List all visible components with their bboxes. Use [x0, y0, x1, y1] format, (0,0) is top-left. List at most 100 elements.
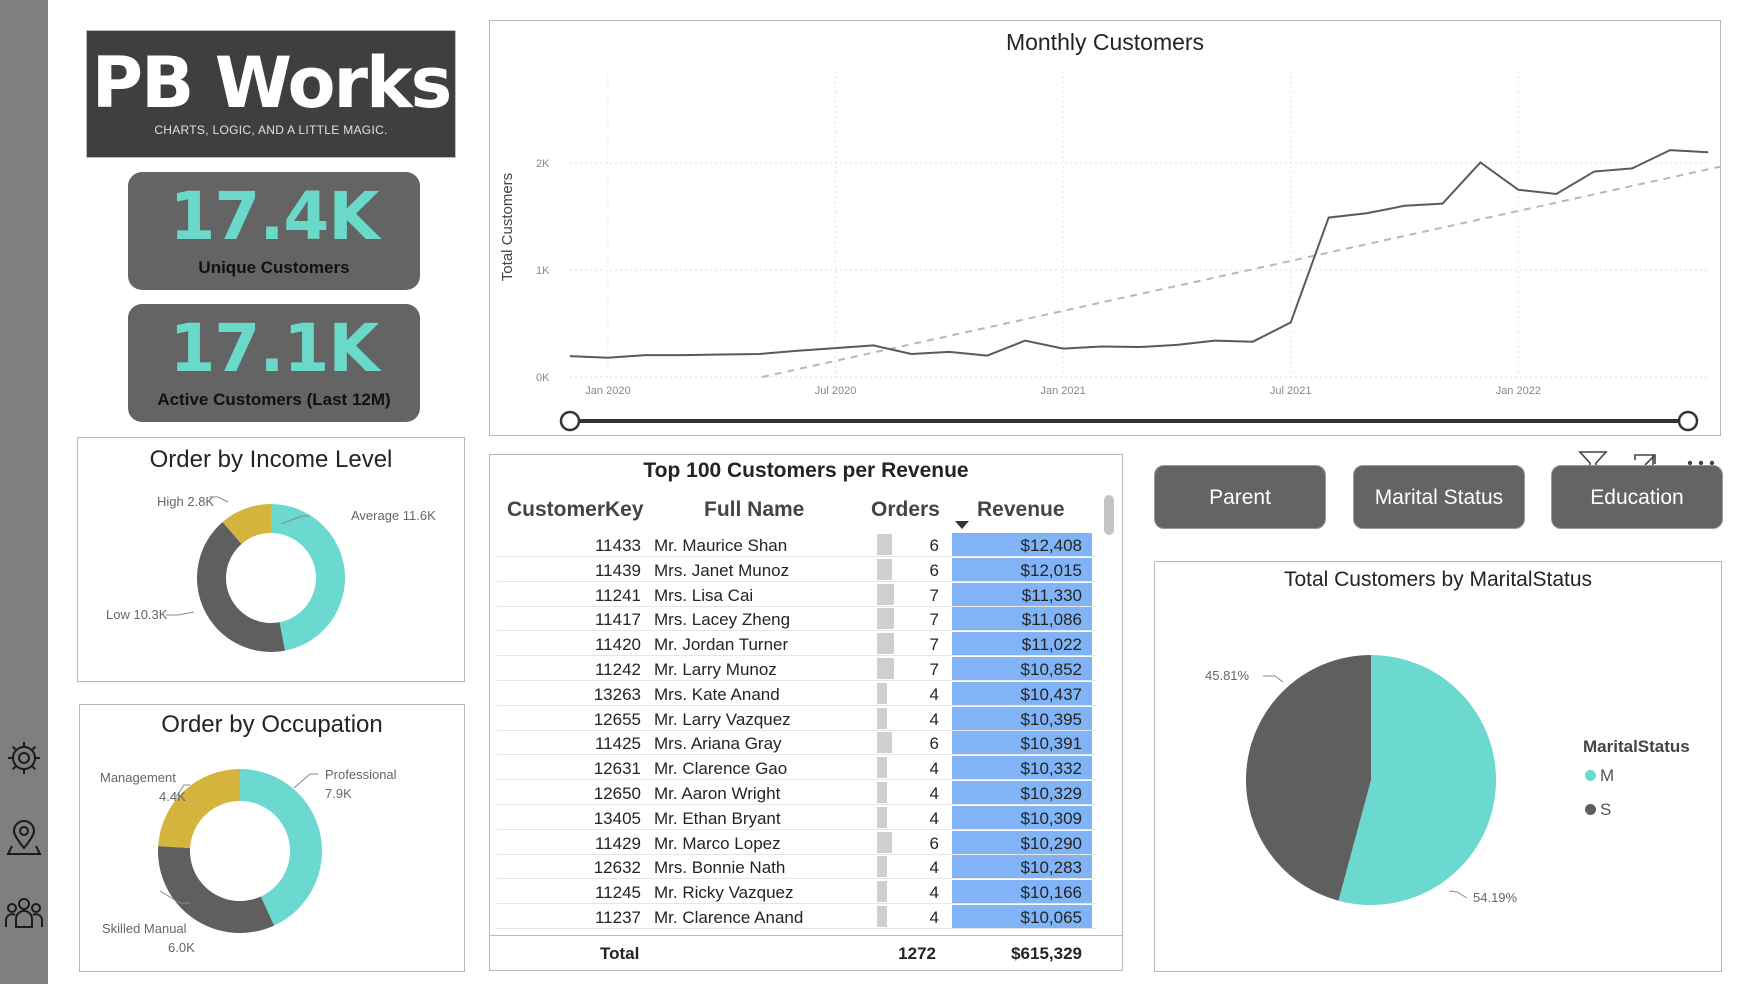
revenue-highlight	[952, 582, 1092, 606]
table-row[interactable]: 11245 Mr. Ricky Vazquez 4 $10,166	[497, 880, 1097, 905]
location-pin-icon[interactable]	[4, 818, 44, 858]
cell-orders: 4	[929, 684, 939, 704]
data-point	[759, 353, 761, 355]
data-point	[948, 351, 950, 353]
table-row[interactable]: 11420 Mr. Jordan Turner 7 $11,022	[497, 632, 1097, 657]
legend-title: MaritalStatus	[1583, 737, 1690, 756]
table-row[interactable]: 11433 Mr. Maurice Shan 6 $12,408	[497, 533, 1097, 557]
sort-descending-icon	[955, 521, 969, 529]
table-row[interactable]: 13405 Mr. Ethan Bryant 4 $10,309	[497, 805, 1097, 830]
pie-slice-s	[1245, 655, 1371, 901]
cell-revenue: $10,283	[1020, 858, 1082, 878]
data-point	[1366, 212, 1368, 214]
table-row[interactable]: 12631 Mr. Clarence Gao 4 $10,332	[497, 756, 1097, 781]
total-revenue: $615,329	[1011, 944, 1082, 963]
data-label-high: High 2.8K	[157, 494, 214, 509]
logo-title: PB Works	[91, 42, 453, 124]
marital-status-chart[interactable]: Total Customers by MaritalStatus 54.19% 4…	[1154, 561, 1722, 972]
cell-orders: 6	[929, 833, 939, 853]
legend-item-s[interactable]: S	[1585, 800, 1611, 820]
column-header-revenue[interactable]: Revenue	[977, 498, 1065, 521]
data-point	[645, 354, 647, 356]
orders-data-bar	[877, 608, 894, 630]
cell-revenue: $10,852	[1020, 660, 1082, 679]
table-row[interactable]: 11429 Mr. Marco Lopez 6 $10,290	[497, 830, 1097, 855]
cell-customerkey: 11439	[594, 560, 641, 580]
cell-fullname: Mr. Ethan Bryant	[654, 808, 781, 828]
slider-handle-end[interactable]	[1677, 410, 1699, 432]
data-point	[1669, 149, 1671, 151]
cell-fullname: Mr. Ricky Vazquez	[654, 883, 794, 903]
table-row[interactable]: 12650 Mr. Aaron Wright 4 $10,329	[497, 781, 1097, 805]
cell-fullname: Mr. Maurice Shan	[654, 536, 788, 555]
revenue-highlight	[952, 657, 1092, 680]
more-options-icon[interactable]	[1686, 458, 1716, 468]
table-row[interactable]: 11425 Mrs. Ariana Gray 6 $10,391	[497, 731, 1097, 756]
cell-fullname: Mr. Larry Vazquez	[654, 709, 791, 729]
cell-customerkey: 12650	[593, 784, 641, 803]
data-point	[1404, 205, 1406, 207]
pie-slice-average	[271, 504, 345, 651]
table-scrollbar[interactable]	[1104, 495, 1114, 535]
y-tick-label: 0K	[536, 372, 550, 384]
data-point	[1328, 217, 1330, 219]
table-row[interactable]: 11242 Mr. Larry Munoz 7 $10,852	[497, 657, 1097, 681]
legend-item-m[interactable]: M	[1585, 766, 1614, 786]
cell-revenue: $10,309	[1020, 808, 1082, 828]
cell-revenue: $10,391	[1020, 734, 1082, 754]
column-header-fullname[interactable]: Full Name	[704, 498, 805, 521]
cell-customerkey: 11242	[594, 660, 641, 679]
cell-revenue: $10,332	[1020, 759, 1082, 779]
table-row[interactable]: 12655 Mr. Larry Vazquez 4 $10,395	[497, 706, 1097, 731]
data-label-low: Low 10.3K	[106, 607, 168, 622]
column-header-customerkey[interactable]: CustomerKey	[507, 498, 644, 521]
date-range-slider[interactable]	[559, 410, 1699, 432]
pie-slice-high	[222, 504, 271, 544]
logo-banner: PB Works CHARTS, LOGIC, AND A LITTLE MAG…	[86, 30, 456, 158]
cell-orders: 7	[929, 635, 939, 655]
parent-button[interactable]: Parent	[1154, 465, 1326, 529]
column-header-orders[interactable]: Orders	[871, 498, 940, 521]
table-row[interactable]: 11439 Mrs. Janet Munoz 6 $12,015	[497, 557, 1097, 582]
marital-status-button[interactable]: Marital Status	[1353, 465, 1525, 529]
cell-orders: 4	[929, 808, 939, 828]
slider-handle-start[interactable]	[559, 410, 581, 432]
orders-data-bar	[877, 732, 892, 754]
orders-data-bar	[877, 757, 887, 779]
education-button[interactable]: Education	[1551, 465, 1723, 529]
data-point	[835, 347, 837, 349]
revenue-highlight	[952, 607, 1092, 631]
data-label-s: 45.81%	[1205, 668, 1250, 683]
chart-title: Total Customers by MaritalStatus	[1283, 568, 1593, 591]
cell-customerkey: 11433	[594, 536, 641, 555]
table-row[interactable]: 13263 Mrs. Kate Anand 4 $10,437	[497, 681, 1097, 706]
cell-fullname: Mr. Clarence Gao	[654, 759, 788, 779]
table-row[interactable]: 12632 Mrs. Bonnie Nath 4 $10,283	[497, 855, 1097, 880]
data-label-professional: Professional	[325, 767, 397, 782]
settings-icon[interactable]	[4, 738, 44, 778]
pie-slice-professional	[240, 769, 322, 926]
line-plot: 0K 1K 2K Jan 2020 Jul 2020 Jan 2021 Jul 2021 Ja…	[499, 71, 1720, 432]
top-customers-table[interactable]: Top 100 Customers per Revenue CustomerKe…	[489, 454, 1123, 971]
monthly-customers-chart[interactable]: Monthly Customers 0K 1K 2K Jan 2020 Jul 2020…	[489, 20, 1721, 436]
data-point	[1138, 346, 1140, 348]
cell-orders: 4	[929, 759, 939, 779]
chart-title: Order by Income Level	[149, 446, 393, 473]
orders-data-bar	[877, 534, 892, 555]
table-row[interactable]: 11417 Mrs. Lacey Zheng 7 $11,086	[497, 607, 1097, 632]
cell-orders: 7	[929, 610, 939, 630]
orders-data-bar	[877, 906, 887, 927]
cell-revenue: $10,166	[1020, 883, 1082, 903]
occupation-chart[interactable]: Order by Occupation Professional 7.9K Skil…	[79, 704, 465, 972]
table-row[interactable]: 11237 Mr. Clarence Anand 4 $10,065	[497, 905, 1097, 929]
table-row[interactable]: 11241 Mrs. Lisa Cai 7 $11,330	[497, 582, 1097, 607]
cell-revenue: $10,437	[1020, 684, 1082, 704]
cell-fullname: Mrs. Janet Munoz	[654, 560, 790, 580]
y-tick-label: 2K	[536, 158, 550, 170]
people-icon[interactable]	[4, 893, 44, 933]
data-point	[1441, 203, 1443, 205]
cell-orders: 4	[929, 709, 939, 729]
x-tick-label: Jul 2020	[815, 385, 857, 397]
data-label-professional-value: 7.9K	[325, 786, 352, 801]
income-level-chart[interactable]: Order by Income Level Average 11.6K Low 1…	[77, 437, 465, 682]
